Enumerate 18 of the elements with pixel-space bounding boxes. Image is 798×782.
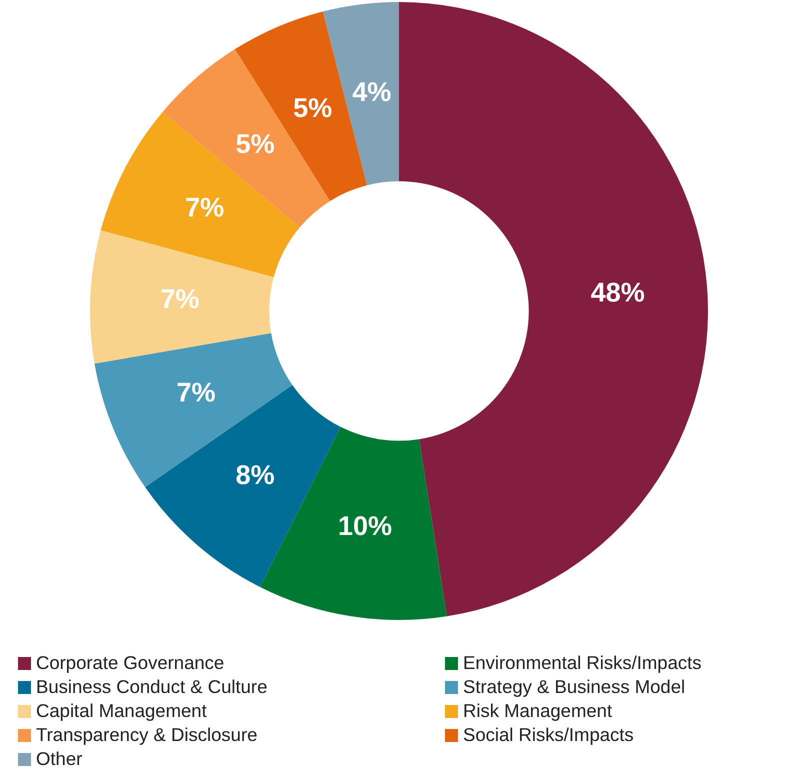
data-label: 10% xyxy=(338,511,392,542)
legend-label: Environmental Risks/Impacts xyxy=(463,652,702,674)
legend-label: Corporate Governance xyxy=(36,652,224,674)
data-label: 7% xyxy=(160,284,200,314)
legend-label: Other xyxy=(36,748,82,770)
data-label: 5% xyxy=(293,92,332,123)
data-label: 5% xyxy=(236,128,275,159)
legend-label: Transparency & Disclosure xyxy=(36,724,258,746)
data-label: 7% xyxy=(185,192,224,223)
legend-label: Risk Management xyxy=(463,700,612,722)
data-label: 8% xyxy=(236,460,275,490)
data-label: 4% xyxy=(352,76,392,107)
legend-label: Strategy & Business Model xyxy=(463,676,686,698)
legend-label: Capital Management xyxy=(36,700,207,722)
legend-label: Business Conduct & Culture xyxy=(36,676,268,698)
data-label: 7% xyxy=(176,378,216,408)
legend-label: Social Risks/Impacts xyxy=(463,724,634,746)
data-label: 48% xyxy=(590,277,645,308)
